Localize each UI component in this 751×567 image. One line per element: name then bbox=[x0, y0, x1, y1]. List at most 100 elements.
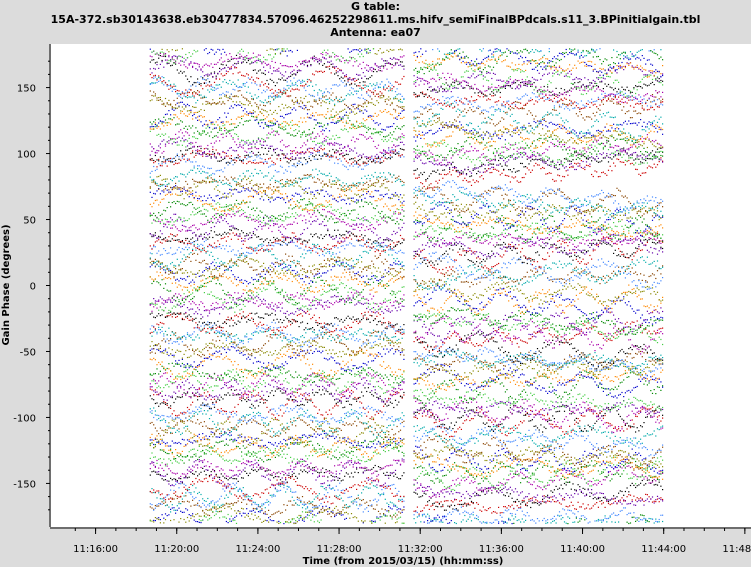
data-point bbox=[222, 475, 224, 477]
data-point bbox=[361, 49, 363, 51]
data-point bbox=[198, 515, 200, 517]
data-point bbox=[322, 414, 324, 416]
data-point bbox=[268, 328, 270, 330]
data-point bbox=[192, 469, 194, 472]
data-point bbox=[389, 472, 391, 474]
data-point bbox=[158, 441, 160, 443]
data-point bbox=[227, 334, 229, 336]
data-point bbox=[252, 373, 254, 376]
data-point bbox=[330, 378, 332, 380]
data-point bbox=[154, 491, 156, 493]
data-point bbox=[222, 488, 224, 490]
data-point bbox=[264, 399, 266, 401]
data-point bbox=[235, 445, 238, 447]
data-point bbox=[398, 437, 400, 439]
data-point bbox=[293, 319, 295, 321]
data-point bbox=[290, 456, 292, 458]
data-point bbox=[246, 316, 248, 318]
data-point bbox=[367, 342, 369, 344]
data-point bbox=[264, 382, 266, 384]
data-point bbox=[217, 326, 219, 328]
data-point bbox=[208, 356, 211, 358]
data-point bbox=[386, 340, 388, 342]
data-point bbox=[334, 419, 336, 421]
data-point bbox=[274, 314, 276, 316]
data-point bbox=[269, 421, 271, 423]
data-point bbox=[295, 321, 297, 323]
data-point bbox=[183, 495, 185, 497]
data-point bbox=[269, 430, 271, 432]
data-point bbox=[371, 390, 373, 392]
data-point bbox=[180, 306, 182, 308]
data-point bbox=[288, 382, 290, 384]
data-point bbox=[312, 444, 314, 446]
data-point bbox=[290, 421, 292, 423]
data-point bbox=[261, 508, 263, 510]
data-point bbox=[242, 508, 244, 510]
data-point bbox=[175, 512, 177, 514]
data-point bbox=[303, 355, 305, 357]
data-point bbox=[298, 497, 300, 499]
data-point bbox=[225, 385, 227, 387]
data-point bbox=[399, 384, 402, 386]
data-point bbox=[156, 459, 158, 462]
data-point bbox=[244, 494, 246, 496]
data-point bbox=[313, 372, 315, 374]
data-point bbox=[219, 510, 221, 513]
data-point bbox=[273, 485, 275, 487]
data-point bbox=[168, 342, 170, 345]
data-point bbox=[180, 313, 182, 315]
data-point bbox=[349, 413, 351, 415]
data-point bbox=[279, 383, 282, 386]
data-point bbox=[306, 437, 309, 439]
data-point bbox=[159, 306, 161, 308]
data-point bbox=[296, 49, 298, 51]
data-point bbox=[185, 417, 187, 419]
data-point bbox=[176, 481, 178, 483]
data-point bbox=[166, 504, 168, 506]
data-point bbox=[207, 315, 209, 317]
data-point bbox=[254, 302, 256, 305]
data-point bbox=[342, 423, 344, 426]
data-point bbox=[230, 307, 232, 309]
data-point bbox=[279, 333, 282, 335]
data-point bbox=[237, 316, 239, 318]
data-point bbox=[279, 331, 282, 333]
data-point bbox=[166, 473, 168, 475]
data-point bbox=[301, 442, 304, 444]
data-point bbox=[274, 475, 276, 478]
data-point bbox=[237, 337, 239, 339]
data-point bbox=[178, 507, 180, 509]
data-point bbox=[230, 338, 232, 340]
data-point bbox=[376, 381, 378, 383]
data-point bbox=[239, 341, 241, 344]
data-point bbox=[364, 412, 366, 415]
data-point bbox=[347, 456, 349, 458]
data-point bbox=[317, 333, 319, 335]
data-point bbox=[207, 357, 209, 359]
data-point bbox=[303, 395, 305, 397]
data-point bbox=[175, 431, 177, 433]
data-point bbox=[281, 356, 283, 358]
data-point bbox=[371, 505, 373, 507]
data-point bbox=[399, 463, 402, 465]
data-point bbox=[170, 508, 172, 510]
data-point bbox=[350, 384, 353, 386]
data-point bbox=[202, 467, 204, 469]
data-point bbox=[242, 340, 244, 342]
data-point bbox=[276, 413, 278, 415]
data-point bbox=[193, 483, 195, 485]
data-point bbox=[190, 412, 192, 414]
data-point bbox=[230, 448, 232, 451]
data-point bbox=[195, 369, 197, 371]
data-point bbox=[288, 319, 290, 322]
data-point bbox=[264, 303, 266, 305]
data-point bbox=[300, 499, 302, 501]
data-point bbox=[261, 466, 263, 468]
data-point bbox=[175, 483, 177, 485]
data-point bbox=[212, 506, 214, 508]
data-point bbox=[246, 440, 248, 442]
data-point bbox=[399, 438, 402, 440]
data-point bbox=[237, 422, 239, 424]
data-point bbox=[362, 369, 364, 371]
